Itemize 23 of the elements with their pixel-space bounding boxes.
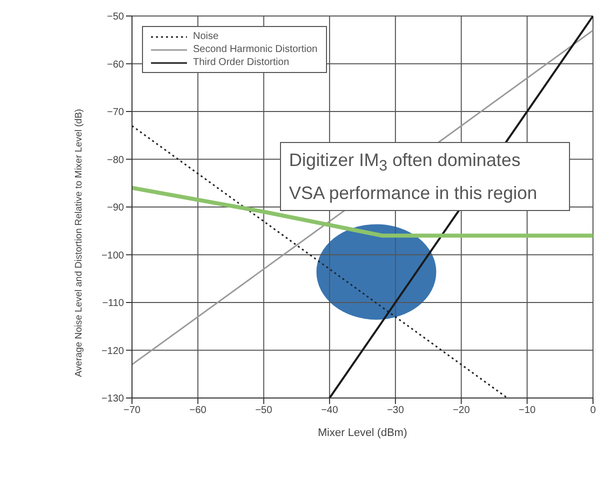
y-tick-label: −60 <box>107 59 124 70</box>
legend-label: Noise <box>193 30 219 43</box>
x-tick-label: −10 <box>518 405 536 416</box>
legend-label: Second Harmonic Distortion <box>193 43 318 56</box>
y-axis-title: Average Noise Level and Distortion Relative to Mixer Level (dB) <box>73 108 84 377</box>
x-tick-label: −30 <box>386 405 404 416</box>
y-tick-label: −90 <box>107 202 124 214</box>
x-tick-label: −50 <box>255 405 273 416</box>
annotation: Digitizer IM$_{3}$ often dominates VSA performance in this region <box>280 142 570 211</box>
y-tick-label: −80 <box>107 154 124 166</box>
y-tick-label: −120 <box>101 346 124 357</box>
x-tick-label: −20 <box>452 405 470 416</box>
y-tick-label: −50 <box>107 12 124 23</box>
y-tick-label: −130 <box>101 394 124 405</box>
x-tick-label: −40 <box>321 405 338 416</box>
x-tick-label: −60 <box>189 405 207 416</box>
y-tick-label: −70 <box>107 107 124 118</box>
x-tick-label: −70 <box>124 405 141 416</box>
x-axis-title: Mixer Level (dBm) <box>318 427 408 439</box>
x-tick-label: 0 <box>590 405 596 416</box>
y-tick-label: −100 <box>101 250 124 262</box>
y-tick-label: −110 <box>102 298 124 310</box>
legend-label: Third Order Distortion <box>193 56 290 69</box>
